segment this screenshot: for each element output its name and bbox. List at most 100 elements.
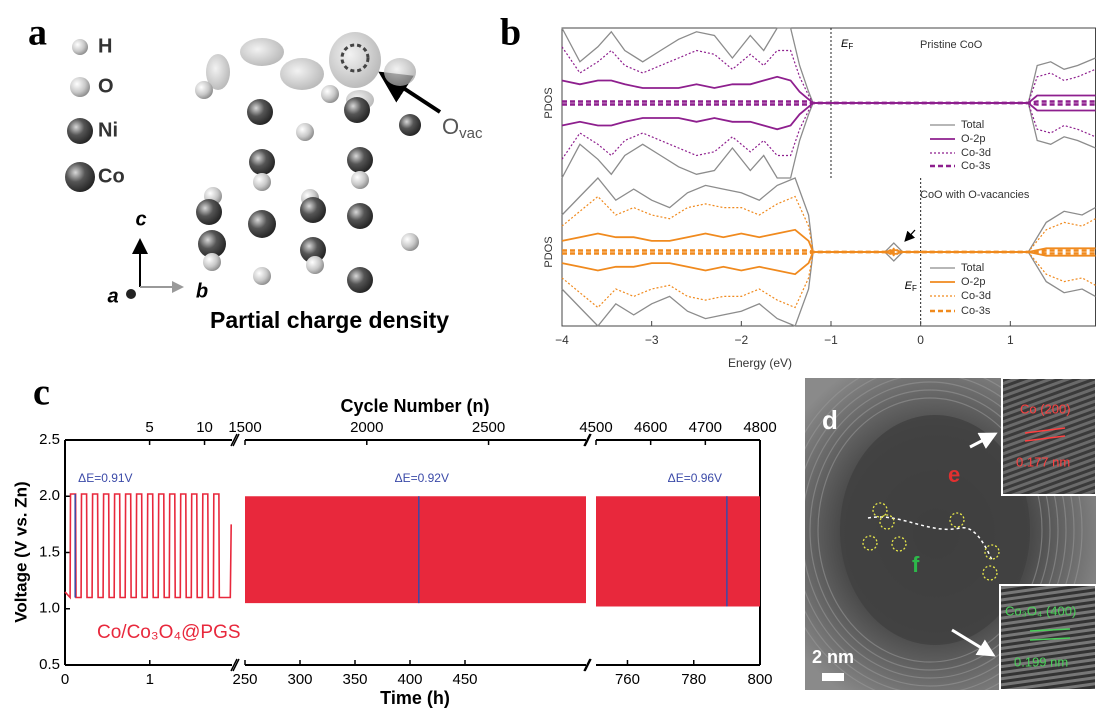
axis-break — [584, 433, 592, 447]
panel-label: a — [28, 12, 47, 54]
cycling-band — [596, 496, 760, 607]
legend-label: Co-3d — [961, 147, 991, 159]
vacancy-label: Ovac — [442, 114, 483, 142]
atom — [195, 81, 213, 99]
atom — [347, 147, 373, 173]
atom — [321, 85, 339, 103]
atom — [247, 99, 273, 125]
atom — [248, 210, 276, 238]
x2-tick-label: 1500 — [228, 419, 261, 436]
atom — [203, 253, 221, 271]
x-tick-label: 0 — [61, 671, 69, 688]
charge-isosurface — [329, 32, 381, 88]
axis-break — [232, 433, 240, 447]
pdos-curve — [561, 228, 1096, 253]
atom — [351, 171, 369, 189]
x2-tick-label: 2500 — [472, 419, 505, 436]
x-tick-label: 450 — [452, 671, 477, 688]
legend-label: Co — [98, 165, 125, 187]
legend-label: Total — [961, 119, 984, 131]
y-axis-title: Voltage (V vs. Zn) — [11, 481, 30, 622]
charge-isosurface — [280, 58, 324, 90]
pointer-arrow — [951, 628, 996, 657]
series-label: Co/Co₃O₄@PGS — [97, 622, 241, 643]
x2-tick-label: 4500 — [579, 419, 612, 436]
panel-label: c — [33, 372, 50, 414]
x-tick-label: 250 — [232, 671, 257, 688]
legend-label: O-2p — [961, 276, 985, 288]
fermi-sub: F — [848, 42, 853, 51]
charge-isosurface — [240, 38, 284, 66]
legend-sphere — [72, 39, 88, 55]
axis-break — [583, 433, 591, 447]
boundary — [867, 516, 993, 561]
inset-plane: Co₃O₄ (400) — [1005, 603, 1076, 618]
legend-label: Co-3s — [961, 160, 991, 172]
vacancy-main: O — [442, 114, 459, 139]
x-tick-label: 760 — [615, 671, 640, 688]
fringe-marker — [1024, 435, 1066, 442]
x-tick-label: 800 — [747, 671, 772, 688]
legend-label: Co-3s — [961, 305, 991, 317]
delta-e-label: ΔE=0.91V — [78, 471, 132, 485]
y-axis-title: PDOS — [543, 87, 555, 118]
x-tick-label: 780 — [681, 671, 706, 688]
panel-c: c Cycle Number (n) Time (h) Voltage (V v… — [11, 372, 776, 708]
x-tick-label: 350 — [342, 671, 367, 688]
fringe-marker — [1029, 637, 1071, 641]
legend-label: O — [98, 75, 114, 97]
atom — [253, 267, 271, 285]
panel-label: b — [500, 12, 521, 54]
x-tick-label: −2 — [734, 333, 748, 347]
region-label: e — [948, 462, 960, 487]
lattice-fringes — [805, 378, 1083, 690]
voltage-curve — [64, 493, 232, 600]
axis-label: b — [196, 280, 208, 302]
region-label: f — [912, 552, 920, 577]
x-axis-title: Energy (eV) — [728, 356, 792, 370]
pdos-curve — [561, 102, 1096, 131]
x-tick-label: 1 — [1007, 333, 1014, 347]
fermi-label: EF — [841, 38, 853, 51]
axis-label: c — [135, 208, 146, 230]
y-tick-label: 2.5 — [39, 431, 60, 448]
atom — [198, 230, 226, 258]
defect-circles — [862, 502, 1000, 581]
panel-d: d e f 2 nm Co (200) 0.177 nm Co₃O₄ (400)… — [805, 378, 1096, 690]
cycling-band — [245, 496, 586, 604]
inset — [1001, 378, 1096, 496]
legend-label: O-2p — [961, 133, 985, 145]
x-axis-title: Time (h) — [380, 688, 450, 708]
atom — [249, 149, 275, 175]
pdos-curve — [561, 195, 1096, 253]
pdos-curve — [561, 251, 1096, 327]
caption: Partial charge density — [210, 307, 449, 333]
legend-sphere — [67, 118, 93, 144]
pdos-curve — [561, 75, 1096, 104]
scale-bar — [822, 673, 844, 681]
x-tick-label: −1 — [824, 333, 838, 347]
fermi-sub: F — [912, 284, 917, 293]
charge-isosurface — [206, 54, 230, 90]
y-tick-label: 0.5 — [39, 656, 60, 673]
x2-tick-label: 4800 — [743, 419, 776, 436]
x2-axis-title: Cycle Number (n) — [340, 396, 489, 416]
inset-plane: Co (200) — [1020, 401, 1071, 416]
inset — [999, 584, 1096, 690]
axis-origin — [126, 289, 136, 299]
x-tick-label: 1 — [146, 671, 154, 688]
x2-tick-label: 4600 — [634, 419, 667, 436]
pdos-curve — [561, 177, 1096, 253]
atom — [296, 123, 314, 141]
x-tick-label: −4 — [555, 333, 569, 347]
atom — [399, 114, 421, 136]
legend-label: H — [98, 35, 112, 57]
atom — [196, 199, 222, 225]
axis-label: a — [107, 285, 118, 307]
y-tick-label: 1.5 — [39, 543, 60, 560]
charge-isosurface — [384, 58, 416, 86]
axis-break — [583, 658, 591, 672]
inset-spacing: 0.199 nm — [1014, 654, 1068, 669]
